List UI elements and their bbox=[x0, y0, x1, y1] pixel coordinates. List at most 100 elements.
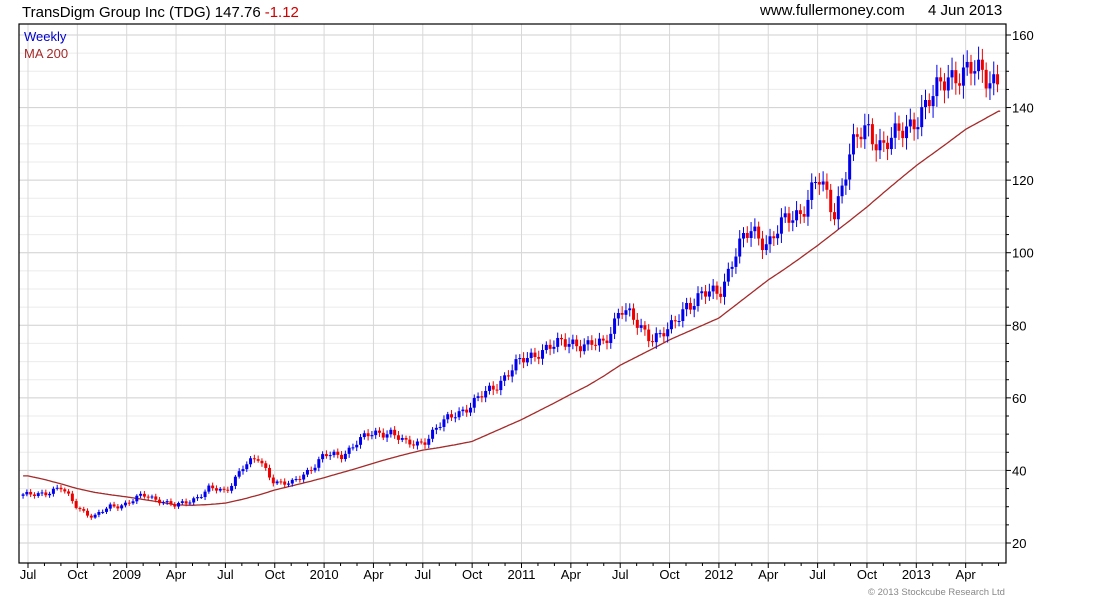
candle-body bbox=[738, 238, 742, 257]
candle-body bbox=[692, 306, 696, 310]
candle-body bbox=[814, 181, 818, 183]
x-tick-label: Jul bbox=[414, 567, 431, 582]
candle-body bbox=[127, 502, 131, 504]
candle-body bbox=[984, 69, 988, 89]
candle-body bbox=[359, 437, 363, 445]
ma-line-group bbox=[23, 110, 1001, 506]
candle-body bbox=[290, 479, 294, 484]
y-tick-label: 120 bbox=[1012, 173, 1034, 188]
candle-body bbox=[503, 375, 507, 381]
candle-body bbox=[594, 344, 598, 346]
candle-body bbox=[305, 469, 309, 475]
x-tick-label: Jul bbox=[612, 567, 629, 582]
candle-body bbox=[559, 337, 563, 340]
candle-body bbox=[817, 181, 821, 185]
candle-body bbox=[745, 233, 749, 238]
candle-body bbox=[844, 179, 848, 186]
candle-body bbox=[495, 389, 499, 391]
candle-body bbox=[222, 488, 226, 490]
candle-body bbox=[613, 318, 617, 334]
candle-body bbox=[961, 67, 965, 86]
candle-body bbox=[973, 71, 977, 74]
candle-body bbox=[59, 487, 63, 490]
candle-body bbox=[123, 502, 127, 506]
candle-body bbox=[465, 409, 469, 413]
candle-body bbox=[927, 100, 931, 107]
y-tick-label: 40 bbox=[1012, 463, 1026, 478]
candle-body bbox=[78, 507, 82, 510]
candle-body bbox=[863, 125, 867, 140]
candle-body bbox=[245, 464, 249, 470]
candle-body bbox=[32, 494, 36, 496]
candle-body bbox=[609, 333, 613, 344]
candle-body bbox=[992, 74, 996, 84]
candle-body bbox=[408, 439, 412, 445]
candle-body bbox=[499, 380, 503, 391]
candle-body bbox=[453, 417, 457, 419]
candle-body bbox=[268, 467, 272, 478]
candle-body bbox=[685, 302, 689, 310]
y-tick-label: 160 bbox=[1012, 28, 1034, 43]
candle-body bbox=[715, 285, 719, 294]
candle-body bbox=[472, 397, 476, 408]
copyright: © 2013 Stockcube Research Ltd bbox=[868, 587, 1005, 598]
candle-body bbox=[923, 100, 927, 108]
candle-body bbox=[476, 396, 480, 398]
candle-body bbox=[214, 488, 218, 491]
candle-body bbox=[21, 494, 25, 496]
x-tick-label: Apr bbox=[956, 567, 977, 582]
candle-body bbox=[279, 481, 283, 483]
candle-body bbox=[825, 181, 829, 190]
candle-body bbox=[635, 319, 639, 328]
candle-body bbox=[741, 233, 745, 239]
candle-body bbox=[848, 154, 852, 180]
x-tick-label: Apr bbox=[166, 567, 187, 582]
candle-body bbox=[226, 489, 230, 491]
candle-body bbox=[916, 127, 920, 130]
candle-body bbox=[654, 333, 658, 343]
candle-body bbox=[154, 496, 158, 500]
candle-body bbox=[791, 220, 795, 223]
candle-body bbox=[302, 474, 306, 480]
candle-body bbox=[965, 61, 969, 68]
candle-body bbox=[317, 459, 321, 468]
plot-frame bbox=[18, 23, 1007, 564]
candle-body bbox=[980, 59, 984, 70]
candle-body bbox=[525, 358, 529, 363]
candle-body bbox=[669, 320, 673, 330]
site-link[interactable]: www.fullermoney.com bbox=[759, 2, 905, 19]
ma200-line bbox=[23, 110, 1001, 506]
x-tick-label: Oct bbox=[67, 567, 88, 582]
candle-body bbox=[954, 70, 958, 84]
x-tick-label: 2009 bbox=[112, 567, 141, 582]
candle-body bbox=[673, 320, 677, 322]
candle-body bbox=[321, 454, 325, 460]
candle-body bbox=[252, 458, 256, 460]
candle-body bbox=[199, 497, 203, 499]
candle-body bbox=[650, 341, 654, 343]
candle-body bbox=[374, 430, 378, 436]
candle-body bbox=[491, 385, 495, 390]
candle-body bbox=[63, 489, 67, 492]
y-tick-label: 60 bbox=[1012, 391, 1026, 406]
candle-body bbox=[658, 333, 662, 335]
candle-body bbox=[446, 414, 450, 420]
candle-body bbox=[950, 70, 954, 78]
candle-body bbox=[249, 458, 253, 465]
candle-body bbox=[233, 476, 237, 486]
candle-body bbox=[662, 333, 666, 337]
candle-body bbox=[556, 337, 560, 347]
candle-body bbox=[400, 438, 404, 440]
candle-body bbox=[977, 59, 981, 72]
candle-body bbox=[207, 485, 211, 492]
candle-body bbox=[700, 291, 704, 294]
candle-body bbox=[582, 344, 586, 352]
candle-body bbox=[518, 358, 522, 360]
candle-body bbox=[571, 339, 575, 345]
candle-body bbox=[237, 471, 241, 477]
candle-body bbox=[286, 483, 290, 485]
candle-body bbox=[108, 504, 112, 509]
candle-body bbox=[886, 142, 890, 150]
candle-body bbox=[423, 442, 427, 445]
candle-body bbox=[624, 310, 628, 315]
